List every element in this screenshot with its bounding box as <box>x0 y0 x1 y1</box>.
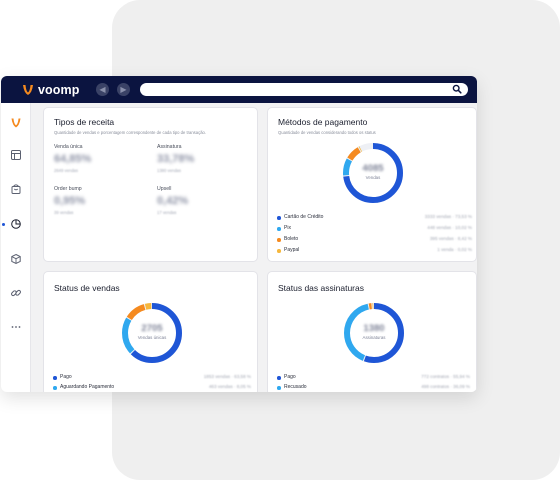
donut-center-value: 2705 <box>141 323 163 334</box>
arrow-left-icon: ◀ <box>99 85 106 94</box>
legend-label: Paypal <box>284 247 300 253</box>
card-title: Status das assinaturas <box>278 283 364 293</box>
legend-item: Aguardando Pagamento 463 vendas · 8,05 % <box>53 384 251 392</box>
donut-center-value: 1380 <box>363 323 385 334</box>
metric-count: 1380 vendas <box>157 168 181 173</box>
sidebar <box>1 103 31 392</box>
legend-dot <box>277 376 281 380</box>
link-icon[interactable] <box>10 287 22 299</box>
forward-button[interactable]: ▶ <box>117 83 130 96</box>
card-subtitle: Quantidade de vendas considerando todos … <box>278 130 376 135</box>
legend-label: Pago <box>284 374 296 380</box>
legend-value: 3333 vendas · 73,53 % <box>424 214 472 219</box>
search-input[interactable] <box>140 83 468 96</box>
top-bar: voomp ◀ ▶ <box>1 76 477 103</box>
sales-status-donut-chart <box>122 303 182 363</box>
legend-value: 395 vendas · 8,42 % <box>429 236 472 241</box>
subscriptions-status-donut-chart <box>344 303 404 363</box>
donut-segment <box>344 303 404 363</box>
brand-logo[interactable]: voomp <box>21 81 79 98</box>
legend-value: 772 contratos · 55,94 % <box>421 374 470 379</box>
metric-value: 33,78% <box>157 153 195 165</box>
donut-segment <box>122 303 182 363</box>
legend-dot <box>53 376 57 380</box>
card-title: Métodos de pagamento <box>278 117 368 127</box>
bag-icon[interactable] <box>10 183 22 195</box>
legend-label: Pix <box>284 225 291 231</box>
revenue-types-card: Tipos de receita Quantidade de vendas e … <box>43 107 258 262</box>
legend-label: Aguardando Pagamento <box>60 384 115 390</box>
legend-value: 448 vendas · 10,02 % <box>427 225 472 230</box>
legend-dot <box>53 386 57 390</box>
metric-label: Upsell <box>157 186 172 192</box>
active-indicator <box>2 223 5 226</box>
legend-item: Boleto 395 vendas · 8,42 % <box>277 236 472 244</box>
metric-label: Order bump <box>54 186 82 192</box>
metric-value: 0,95% <box>54 195 86 207</box>
more-icon[interactable] <box>10 321 22 333</box>
donut-segment <box>343 143 403 203</box>
payment-methods-card: Métodos de pagamento Quantidade de venda… <box>267 107 477 262</box>
donut-center-value: 4085 <box>362 163 384 174</box>
back-button[interactable]: ◀ <box>96 83 109 96</box>
donut-segment <box>343 143 403 203</box>
card-title: Tipos de receita <box>54 117 115 127</box>
app-window: voomp ◀ ▶ <box>1 76 477 392</box>
search-icon[interactable] <box>452 84 462 94</box>
sales-status-card: Status de vendas 2705 Vendas únicas Pago… <box>43 271 258 392</box>
legend-item: Paypal 1 venda · 0,02 % <box>277 247 472 255</box>
metric-count: 39 vendas <box>54 210 74 215</box>
legend-dot <box>277 386 281 390</box>
card-subtitle: Quantidade de vendas e porcentagem corre… <box>54 130 207 135</box>
arrow-right-icon: ▶ <box>120 85 127 94</box>
legend-value: 1 venda · 0,02 % <box>437 247 472 252</box>
donut-segment <box>344 303 404 363</box>
metric-value: 64,85% <box>54 153 92 165</box>
brand-name: voomp <box>38 82 80 97</box>
metric-count: 2649 vendas <box>54 168 78 173</box>
legend-label: Cartão de Crédito <box>284 214 324 220</box>
legend-label: Pago <box>60 374 72 380</box>
metric-value: 0,42% <box>157 195 189 207</box>
legend-value: 498 contratos · 36,09 % <box>421 384 470 389</box>
legend-dot <box>277 227 281 231</box>
legend-item: Pix 448 vendas · 10,02 % <box>277 225 472 233</box>
legend-item: Pago 1853 vendas · 63,58 % <box>53 374 251 382</box>
legend-item: Pago 772 contratos · 55,94 % <box>277 374 470 382</box>
chart-pie-icon[interactable] <box>10 218 22 230</box>
donut-center-label: Vendas <box>365 175 381 180</box>
subscriptions-status-card: Status das assinaturas 1380 Assinaturas … <box>267 271 477 392</box>
metric-label: Assinatura <box>157 144 182 150</box>
box-icon[interactable] <box>10 253 22 265</box>
payment-donut-chart <box>343 143 403 203</box>
legend-value: 1853 vendas · 63,58 % <box>203 374 251 379</box>
donut-segment <box>122 303 182 363</box>
legend-value: 463 vendas · 8,05 % <box>208 384 251 389</box>
donut-center-label: Assinaturas <box>362 335 386 340</box>
donut-center-label: Vendas únicas <box>137 335 167 340</box>
voomp-logo-icon <box>23 84 33 95</box>
dashboard-icon[interactable] <box>10 149 22 161</box>
metric-label: Venda única <box>54 144 83 150</box>
legend-dot <box>277 238 281 242</box>
metric-count: 17 vendas <box>157 210 177 215</box>
legend-item: Recusado 498 contratos · 36,09 % <box>277 384 470 392</box>
legend-label: Boleto <box>284 236 299 242</box>
voomp-logo-icon[interactable] <box>10 117 22 129</box>
legend-label: Recusado <box>284 384 307 390</box>
legend-item: Cartão de Crédito 3333 vendas · 73,53 % <box>277 214 472 222</box>
legend-dot <box>277 249 281 253</box>
card-title: Status de vendas <box>54 283 120 293</box>
legend-dot <box>277 216 281 220</box>
